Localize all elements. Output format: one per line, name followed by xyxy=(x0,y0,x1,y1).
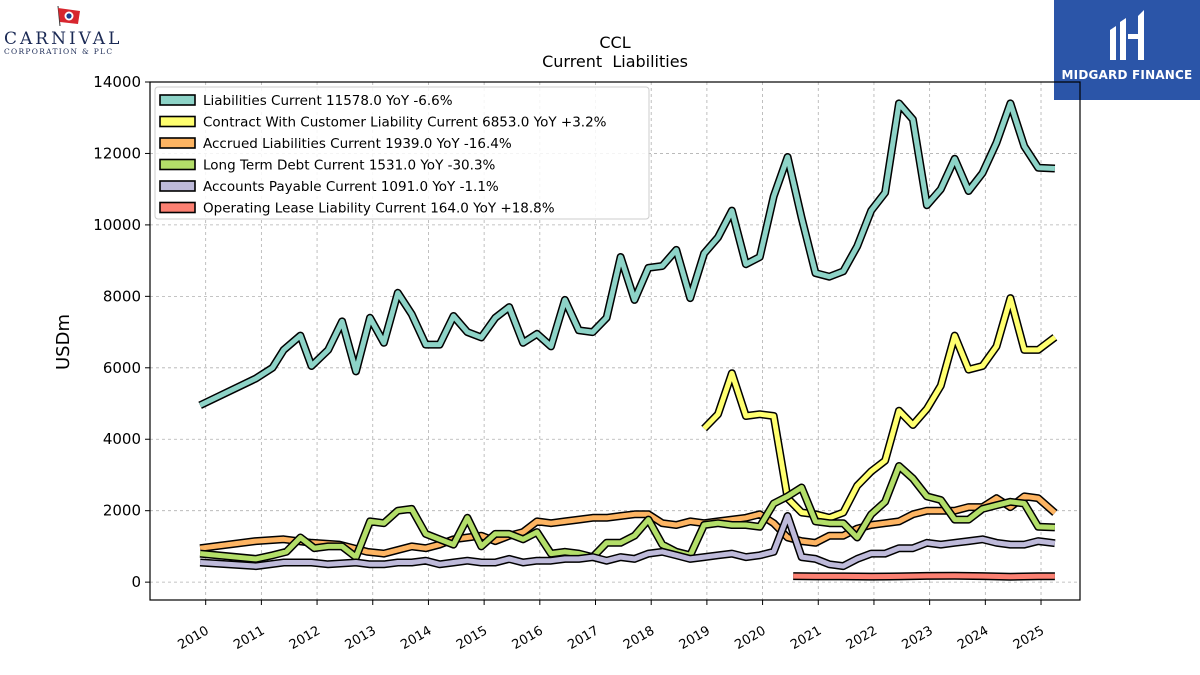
x-tick-label: 2023 xyxy=(899,623,935,653)
series-line-liabilities-current xyxy=(199,100,1056,408)
y-tick-label: 8000 xyxy=(103,287,141,305)
x-tick-label: 2025 xyxy=(1011,623,1047,653)
x-tick-label: 2010 xyxy=(176,623,212,653)
x-tick-label: 2022 xyxy=(844,623,880,653)
x-tick-label: 2021 xyxy=(788,623,824,653)
legend-swatch-long-term-debt-current xyxy=(159,158,196,171)
y-tick-label: 10000 xyxy=(93,216,141,234)
series-lines xyxy=(198,99,1058,581)
x-tick-label: 2020 xyxy=(732,623,768,653)
y-tick-label: 2000 xyxy=(103,502,141,520)
legend-swatch-operating-lease-liability-current xyxy=(159,201,196,214)
series-line-contract-with-customer-liability-current xyxy=(702,295,1057,521)
series-line-accrued-liabilities-current xyxy=(199,493,1057,557)
y-tick-label: 6000 xyxy=(103,359,141,377)
legend-swatch-accounts-payable-current xyxy=(159,180,196,192)
y-tick-label: 14000 xyxy=(93,73,141,91)
carnival-flag-icon xyxy=(57,5,80,27)
chart-subtitle: Current Liabilities xyxy=(542,52,688,71)
x-tick-label: 2018 xyxy=(621,623,657,653)
series-line-operating-lease-liability-current xyxy=(793,573,1055,580)
series-line-accounts-payable-current xyxy=(199,513,1056,569)
series-line-long-term-debt-current xyxy=(199,463,1055,562)
plot-frame xyxy=(149,81,1081,601)
carnival-logo: CARNIVAL CORPORATION & PLC xyxy=(0,0,140,60)
x-tick-label: 2015 xyxy=(454,623,490,653)
legend-label-contract-with-customer-liability-current: Contract With Customer Liability Current… xyxy=(203,115,607,131)
legend-box xyxy=(154,86,650,220)
legend-label-operating-lease-liability-current: Operating Lease Liability Current 164.0 … xyxy=(203,201,555,217)
midgard-logo-text: MIDGARD FINANCE xyxy=(1061,68,1193,82)
legend-swatch-contract-with-customer-liability-current xyxy=(159,115,196,128)
y-tick-label: 12000 xyxy=(93,144,141,162)
legend: Liabilities Current 11578.0 YoY -6.6% Con… xyxy=(154,86,650,220)
chart-title: CCL xyxy=(599,33,630,52)
y-tick-label: 4000 xyxy=(103,430,141,448)
x-tick-label: 2024 xyxy=(955,623,991,653)
legend-swatch-accrued-liabilities-current xyxy=(159,137,196,149)
legend-label-long-term-debt-current: Long Term Debt Current 1531.0 YoY -30.3% xyxy=(203,158,496,174)
y-axis-label: USDm xyxy=(53,314,74,370)
y-tick-label: 0 xyxy=(131,573,141,591)
legend-label-liabilities-current: Liabilities Current 11578.0 YoY -6.6% xyxy=(203,93,453,109)
x-tick-label: 2017 xyxy=(565,623,601,653)
x-tick-label: 2011 xyxy=(231,623,267,653)
legend-label-accrued-liabilities-current: Accrued Liabilities Current 1939.0 YoY -… xyxy=(203,136,512,152)
x-tick-label: 2016 xyxy=(510,623,546,653)
x-tick-label: 2013 xyxy=(343,623,379,653)
midgard-finance-logo: MIDGARD FINANCE xyxy=(1054,0,1200,100)
x-tick-label: 2019 xyxy=(677,623,713,653)
midgard-mark-icon xyxy=(1110,10,1144,60)
legend-label-accounts-payable-current: Accounts Payable Current 1091.0 YoY -1.1… xyxy=(203,179,499,195)
x-tick-label: 2014 xyxy=(398,623,434,653)
carnival-logo-subtitle: CORPORATION & PLC xyxy=(4,47,114,56)
legend-swatch-liabilities-current xyxy=(159,94,196,106)
carnival-logo-name: CARNIVAL xyxy=(4,29,123,49)
x-tick-label: 2012 xyxy=(287,623,323,653)
